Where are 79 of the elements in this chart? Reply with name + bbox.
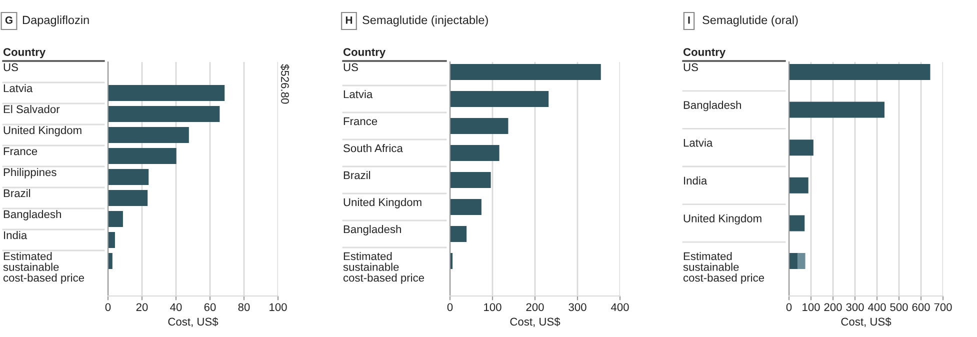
bar (789, 215, 805, 232)
y-tick-label: Bangladesh (4, 210, 61, 220)
bar (450, 226, 467, 242)
x-axis-title: Cost, US$ (168, 317, 218, 327)
x-tick-label: 0 (105, 303, 111, 312)
text: I (688, 16, 690, 24)
y-tick-label: United Kingdom (344, 198, 422, 208)
x-tick-label: 500 (890, 303, 908, 312)
bar (108, 232, 115, 248)
chart-title: Semaglutide (oral) (702, 16, 798, 26)
y-tick-label: Latvia (684, 138, 713, 147)
x-tick-label: 40 (170, 303, 182, 312)
x-tick-label: 600 (912, 303, 930, 312)
x-axis-title: Cost, US$ (510, 317, 560, 327)
x-tick-label: 300 (846, 303, 864, 312)
text: H (346, 16, 352, 24)
x-tick-label: 700 (934, 303, 952, 312)
y-tick-label: Estimated sustainable cost-based price (3, 252, 84, 284)
y-tick-label: Estimated sustainable cost-based price (343, 252, 424, 284)
bar (108, 190, 148, 206)
bar (450, 199, 482, 215)
x-tick-label: 0 (786, 303, 792, 312)
bar (108, 85, 225, 101)
x-tick-label: 60 (204, 303, 216, 312)
bar (108, 169, 149, 185)
chart-title: Dapagliflozin (22, 16, 89, 26)
bar (789, 64, 930, 80)
y-axis-title: Country (343, 48, 386, 58)
y-tick-label: El Salvador (4, 105, 60, 114)
y-tick-label: Philippines (4, 168, 56, 178)
x-tick-label: 200 (526, 303, 544, 312)
x-tick-label: 20 (136, 303, 148, 312)
x-tick-label: 300 (568, 303, 586, 312)
bar (108, 148, 176, 164)
y-tick-label: US (684, 63, 698, 72)
x-tick-label: 100 (484, 303, 502, 312)
y-tick-label: Bangladesh (684, 100, 741, 112)
y-tick-label: Latvia (344, 90, 373, 98)
bar (108, 106, 220, 122)
bar (450, 172, 491, 188)
bar (798, 253, 806, 269)
text: $526.80 (280, 64, 290, 104)
bar (450, 64, 601, 80)
bar (450, 91, 549, 107)
x-tick-label: 100 (270, 303, 287, 312)
y-tick-label: Estimated sustainable cost-based price (683, 252, 764, 284)
x-tick-label: 400 (868, 303, 886, 312)
bar (789, 140, 814, 156)
y-tick-label: France (4, 147, 38, 156)
y-tick-label: India (4, 231, 28, 240)
y-tick-label: US (4, 63, 18, 72)
y-tick-label: Bangladesh (344, 225, 401, 236)
y-tick-label: Brazil (344, 171, 370, 180)
chart-title: Semaglutide (injectable) (362, 16, 488, 26)
bar (108, 127, 189, 143)
y-axis-title: Country (683, 48, 726, 58)
y-tick-label: US (344, 63, 358, 72)
y-tick-label: United Kingdom (684, 214, 762, 225)
y-tick-label: South Africa (344, 144, 403, 152)
y-tick-label: Latvia (4, 84, 33, 92)
x-tick-label: 200 (824, 303, 842, 312)
x-tick-label: 80 (238, 303, 250, 312)
x-axis-title: Cost, US$ (841, 317, 892, 327)
y-tick-label: India (684, 176, 708, 185)
bar (789, 253, 798, 269)
y-tick-label: Brazil (4, 189, 30, 198)
x-tick-label: 400 (610, 303, 629, 312)
bar (450, 145, 500, 161)
bar (789, 177, 808, 194)
bar (108, 253, 112, 269)
y-axis-title: Country (3, 48, 46, 58)
bar (108, 211, 123, 227)
y-tick-label: United Kingdom (4, 126, 82, 136)
text: G (5, 16, 12, 24)
bar (450, 118, 508, 134)
x-tick-label: 100 (802, 303, 820, 312)
y-tick-label: France (344, 117, 378, 126)
x-tick-label: 0 (447, 303, 453, 312)
bar (789, 102, 884, 118)
